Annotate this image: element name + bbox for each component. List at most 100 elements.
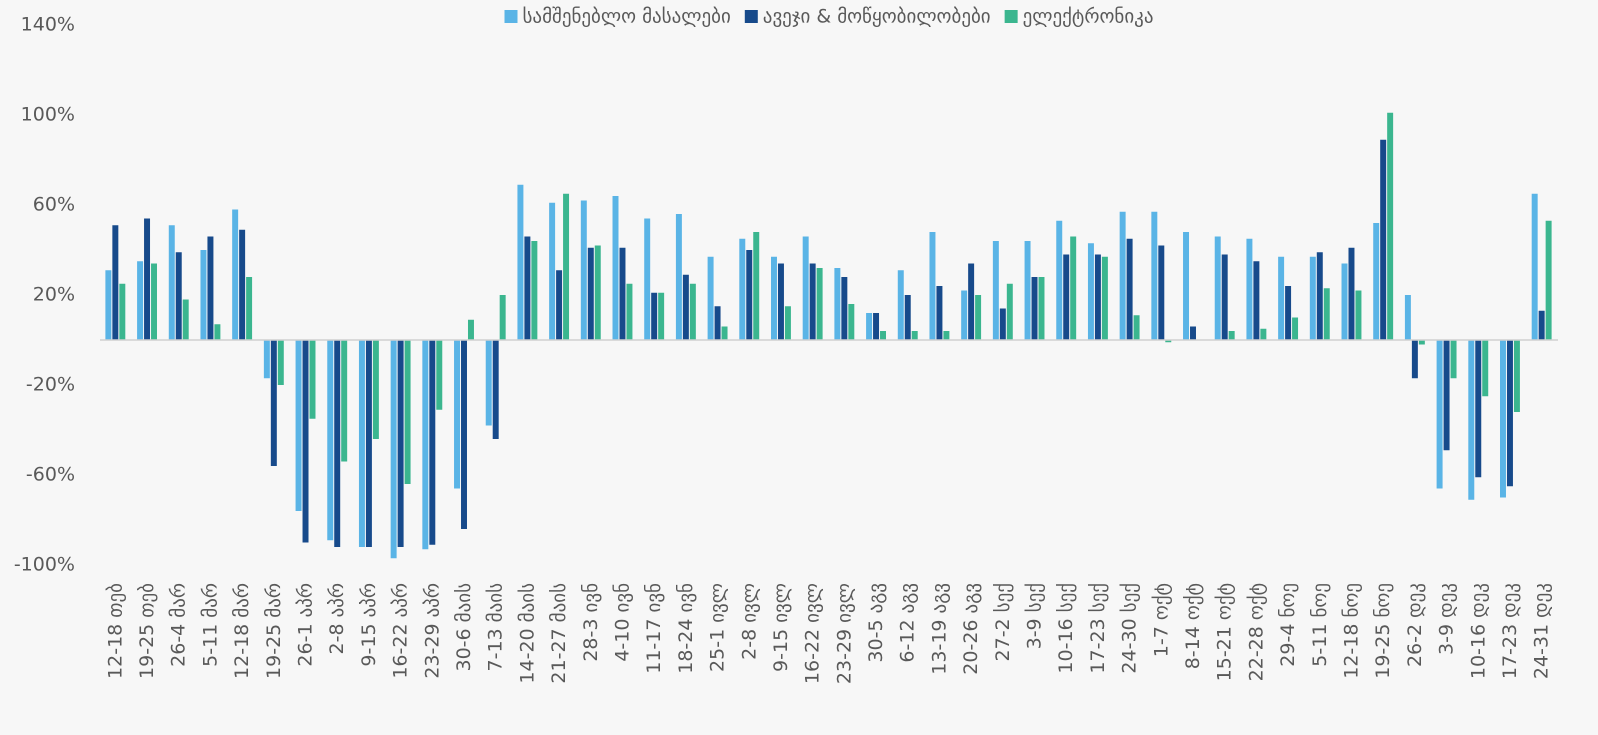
bar bbox=[841, 277, 848, 340]
bar bbox=[739, 238, 746, 340]
bar bbox=[1355, 290, 1362, 340]
x-tick-label: 21-27 მაის bbox=[548, 583, 570, 684]
bar bbox=[1006, 283, 1013, 340]
x-tick-label: 10-16 სექ bbox=[1055, 583, 1077, 674]
bar bbox=[239, 229, 246, 340]
bar bbox=[429, 340, 436, 545]
bar bbox=[897, 270, 904, 340]
bar bbox=[1246, 238, 1253, 340]
bar bbox=[975, 295, 982, 340]
bar bbox=[644, 218, 651, 340]
y-tick-label: 100% bbox=[21, 104, 75, 126]
y-tick-label: 20% bbox=[33, 284, 75, 306]
bar bbox=[1024, 241, 1031, 340]
x-tick-label: 23-29 ივლ bbox=[833, 583, 855, 684]
x-tick-label: 19-25 ნოე bbox=[1372, 583, 1394, 679]
bar bbox=[651, 292, 658, 340]
bar bbox=[1411, 340, 1418, 379]
bar bbox=[992, 241, 999, 340]
bar bbox=[1278, 256, 1285, 340]
bar bbox=[422, 340, 429, 550]
bar bbox=[549, 202, 556, 340]
bar bbox=[1348, 247, 1355, 340]
x-tick-label: 8-14 ოქტ bbox=[1182, 583, 1204, 669]
bar bbox=[263, 340, 270, 379]
y-tick-label: -100% bbox=[14, 554, 75, 576]
x-tick-label: 4-10 ივნ bbox=[611, 583, 633, 662]
bar bbox=[168, 225, 175, 340]
bar bbox=[1056, 220, 1063, 340]
bar bbox=[1513, 340, 1520, 412]
bar bbox=[327, 340, 334, 541]
bar bbox=[1087, 243, 1094, 340]
x-tick-label: 26-1 აპრ bbox=[295, 583, 317, 667]
bar bbox=[682, 274, 689, 340]
x-tick-label: 30-5 აგვ bbox=[865, 583, 887, 663]
bar bbox=[1468, 340, 1475, 500]
bar bbox=[151, 263, 158, 340]
bar bbox=[1101, 256, 1108, 340]
bar bbox=[594, 245, 601, 340]
bar bbox=[1285, 286, 1292, 340]
bar bbox=[1499, 340, 1506, 498]
bar bbox=[454, 340, 461, 489]
bar bbox=[848, 304, 855, 340]
bar bbox=[246, 277, 253, 340]
x-tick-label: 9-15 ივლ bbox=[770, 583, 792, 672]
bar bbox=[358, 340, 365, 547]
x-tick-label: 6-12 აგვ bbox=[897, 583, 919, 663]
x-tick-label: 27-2 სექ bbox=[992, 583, 1014, 661]
bar bbox=[563, 193, 570, 340]
bar bbox=[1309, 256, 1316, 340]
bar bbox=[580, 200, 587, 340]
x-tick-label: 22-28 ოქტ bbox=[1245, 583, 1267, 681]
x-tick-label: 28-3 ივნ bbox=[580, 583, 602, 662]
bar bbox=[467, 319, 474, 340]
bar bbox=[531, 241, 538, 340]
x-tick-label: 19-25 თებ bbox=[136, 583, 158, 679]
bar bbox=[461, 340, 467, 529]
bar bbox=[397, 340, 404, 547]
x-tick-label: 26-2 დეკ bbox=[1404, 583, 1426, 667]
bar bbox=[1190, 326, 1196, 340]
x-tick-label: 12-18 მარ bbox=[231, 583, 253, 679]
bar bbox=[936, 286, 943, 340]
bar bbox=[1070, 236, 1077, 340]
bar bbox=[1119, 211, 1126, 340]
x-tick-label: 5-11 ნოე bbox=[1309, 583, 1331, 667]
bar bbox=[485, 340, 492, 426]
bar bbox=[214, 324, 221, 340]
x-tick-label: 14-20 მაის bbox=[516, 583, 538, 684]
legend-label: სამშენებლო მასალები bbox=[523, 6, 731, 28]
bar bbox=[904, 295, 911, 340]
legend-label: ავეჯი & მოწყობილობები bbox=[763, 6, 991, 28]
bar bbox=[1436, 340, 1443, 489]
x-tick-label: 26-4 მარ bbox=[168, 583, 190, 667]
bar bbox=[302, 340, 309, 543]
bar bbox=[1063, 254, 1070, 340]
legend-swatch bbox=[1004, 10, 1018, 23]
bar bbox=[1418, 340, 1425, 345]
x-tick-label: 12-18 თებ bbox=[104, 583, 126, 679]
bar bbox=[770, 256, 777, 340]
bar bbox=[270, 340, 277, 466]
x-tick-label: 15-21 ოქტ bbox=[1214, 583, 1236, 681]
bar bbox=[1094, 254, 1101, 340]
bar bbox=[277, 340, 284, 385]
bar bbox=[144, 218, 151, 340]
x-tick-label: 23-29 აპრ bbox=[421, 583, 443, 679]
bar bbox=[714, 306, 721, 340]
legend-swatch bbox=[504, 10, 518, 23]
x-tick-label: 30-6 მაის bbox=[453, 583, 475, 672]
bar bbox=[390, 340, 397, 559]
bar bbox=[200, 250, 207, 340]
bar bbox=[658, 292, 665, 340]
bar bbox=[873, 313, 880, 340]
x-tick-label: 3-9 სექ bbox=[1024, 583, 1046, 649]
bar bbox=[1380, 139, 1387, 340]
bar bbox=[1404, 295, 1411, 340]
bar bbox=[1260, 328, 1267, 340]
x-tick-label: 16-22 აპრ bbox=[390, 583, 412, 679]
x-tick-label: 11-17 ივნ bbox=[643, 583, 665, 674]
x-tick-label: 20-26 აგვ bbox=[960, 583, 982, 675]
